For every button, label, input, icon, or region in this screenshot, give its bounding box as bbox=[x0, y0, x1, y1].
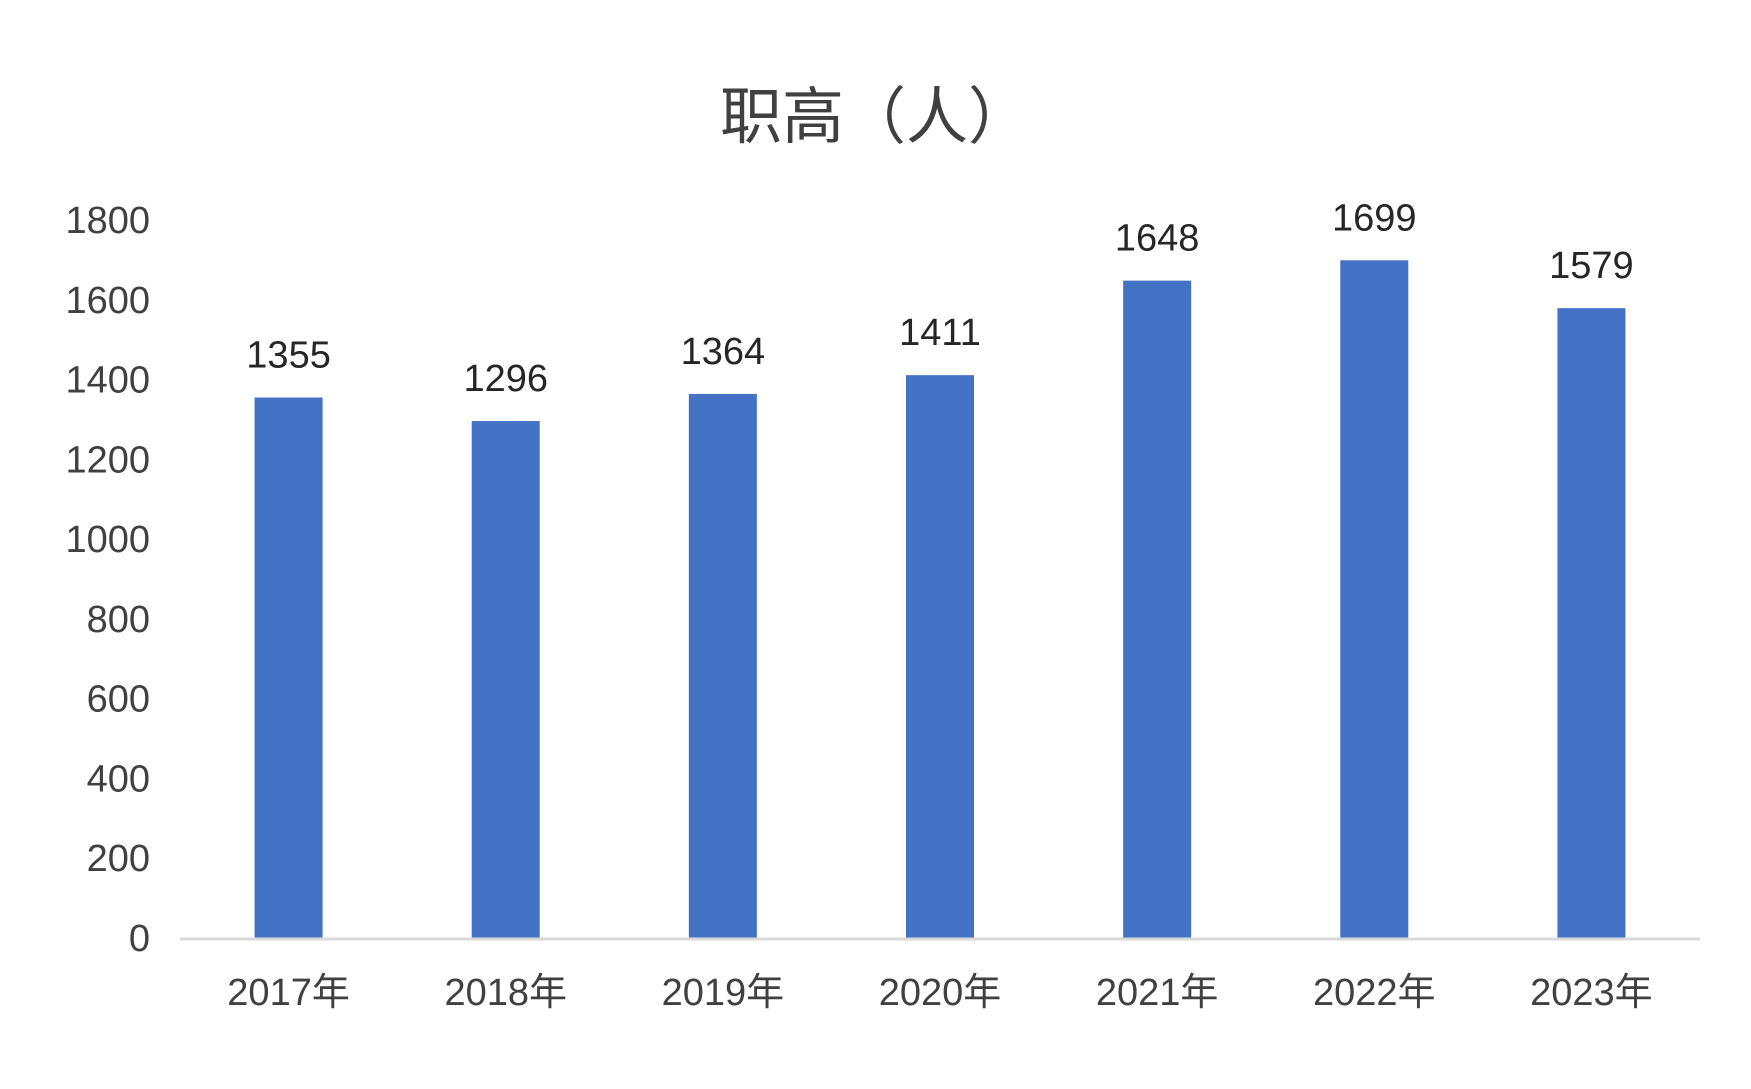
x-tick-label: 2018年 bbox=[444, 972, 567, 1014]
data-label: 1411 bbox=[899, 312, 981, 354]
y-tick-label: 1200 bbox=[65, 439, 150, 481]
y-tick-label: 0 bbox=[129, 918, 150, 960]
data-labels: 1355 1296 1364 1411 1648 1699 1579 bbox=[246, 197, 1633, 400]
y-tick-label: 1400 bbox=[65, 360, 150, 402]
y-tick-label: 800 bbox=[87, 599, 150, 641]
data-label: 1648 bbox=[1115, 218, 1200, 260]
data-label: 1699 bbox=[1332, 197, 1417, 239]
y-tick-label: 1800 bbox=[65, 200, 150, 242]
x-tick-label: 2017年 bbox=[227, 972, 350, 1014]
data-label: 1579 bbox=[1549, 245, 1634, 287]
chart-title: 职高（人） bbox=[720, 80, 1030, 153]
x-tick-label: 2020年 bbox=[879, 972, 1002, 1014]
bar bbox=[906, 375, 974, 938]
y-tick-label: 400 bbox=[87, 758, 150, 800]
bar bbox=[471, 421, 540, 938]
y-axis: 0 200 400 600 800 1000 1200 1400 1600 1800 bbox=[65, 200, 150, 960]
x-tick-label: 2019年 bbox=[662, 972, 785, 1014]
y-tick-label: 200 bbox=[87, 838, 150, 880]
y-tick-label: 1600 bbox=[65, 280, 150, 322]
bar bbox=[1340, 260, 1409, 938]
data-label: 1355 bbox=[246, 335, 331, 377]
x-axis: 2017年 2018年 2019年 2020年 2021年 2022年 2023年 bbox=[227, 972, 1652, 1014]
data-label: 1296 bbox=[463, 358, 548, 400]
y-tick-label: 600 bbox=[87, 679, 150, 721]
x-tick-label: 2021年 bbox=[1096, 972, 1219, 1014]
bars bbox=[254, 260, 1626, 939]
bar bbox=[1557, 308, 1626, 939]
x-tick-label: 2022年 bbox=[1313, 972, 1436, 1014]
x-tick-label: 2023年 bbox=[1530, 972, 1653, 1014]
bar bbox=[254, 397, 323, 938]
data-label: 1364 bbox=[681, 331, 766, 373]
bar bbox=[688, 393, 757, 939]
bar bbox=[1123, 280, 1192, 938]
y-tick-label: 1000 bbox=[65, 519, 150, 561]
